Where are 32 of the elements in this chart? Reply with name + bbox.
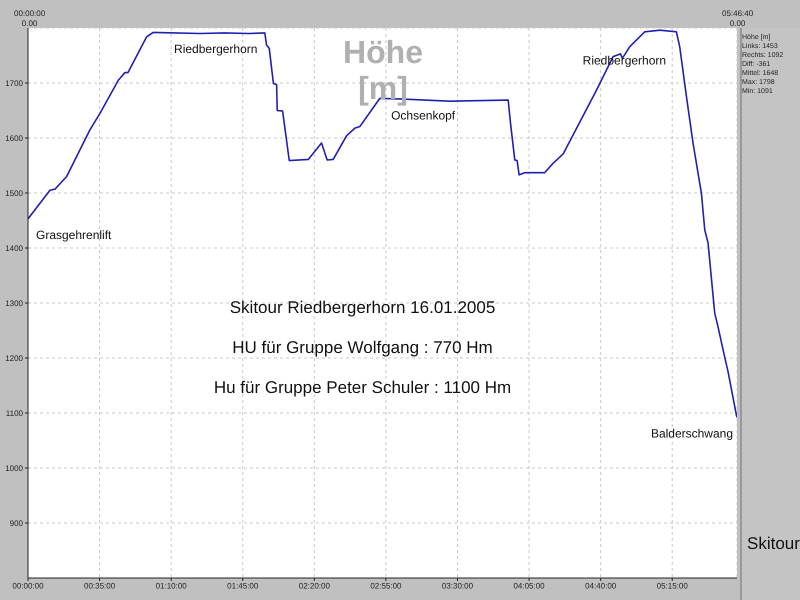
annotation: 0.00 bbox=[728, 19, 746, 29]
annotation: Ochsenkopf bbox=[391, 108, 456, 122]
text: Skitour bbox=[747, 534, 800, 554]
annotation: Grasgehrenlift bbox=[36, 228, 112, 242]
annotation: 0.00 bbox=[20, 19, 38, 29]
y-tick-label: 1500 bbox=[5, 188, 24, 198]
x-tick-label: 03:30:00 bbox=[442, 582, 474, 591]
x-tick-label: 01:45:00 bbox=[227, 582, 259, 591]
x-tick-label: 02:20:00 bbox=[298, 582, 330, 591]
y-tick-label: 1400 bbox=[5, 244, 24, 253]
y-axis-title: Höhe [m] bbox=[342, 34, 424, 106]
x-tick-label: 01:10:00 bbox=[156, 582, 188, 591]
y-tick-label: 1200 bbox=[5, 354, 24, 363]
y-tick-label: 1700 bbox=[5, 78, 24, 88]
x-tick-label: 00:35:00 bbox=[84, 582, 116, 591]
annotation: Skitour Riedbergerhorn 16.01.2005 bbox=[228, 298, 496, 319]
y-tick-label: 1100 bbox=[6, 408, 24, 418]
annotation: Balderschwang bbox=[650, 426, 733, 440]
y-tick-label: 1600 bbox=[5, 134, 24, 143]
x-tick-label: 02:55:00 bbox=[370, 582, 402, 591]
x-tick-label: 04:05:00 bbox=[513, 582, 546, 591]
y-tick-label: 900 bbox=[10, 518, 24, 528]
y-tick-label: 1000 bbox=[5, 464, 24, 473]
x-tick-label: 00:00:00 bbox=[12, 582, 44, 591]
x-tick-label: 05:15:00 bbox=[656, 582, 688, 591]
annotation: HU für Gruppe Wolfgang : 770 Hm bbox=[231, 338, 494, 359]
annotation: Riedbergerhorn bbox=[174, 42, 258, 56]
x-tick-label: 04:40:00 bbox=[585, 582, 617, 591]
text: 00:00:00 bbox=[14, 9, 46, 19]
annotation: Hu für Gruppe Peter Schuler : 1100 Hm bbox=[212, 378, 512, 399]
y-tick-label: 1300 bbox=[5, 298, 24, 308]
text: 05:46:40 bbox=[722, 9, 754, 19]
